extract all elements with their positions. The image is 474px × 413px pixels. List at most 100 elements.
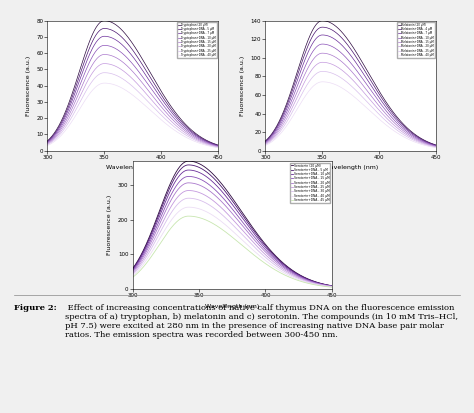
- Serotonin+DNA - 30 µM: [249, 242, 255, 247]
- Serotonin+DNA - 10 µM: [252, 233, 258, 237]
- Melatonin (20 µM): [407, 128, 413, 133]
- Serotonin (20 µM): [130, 265, 136, 270]
- Melatonin+DNA - 25 µM: [365, 100, 371, 105]
- Tryptophan+DNA - 15 µM: [200, 139, 205, 144]
- Tryptophan+DNA - 20 µM: [45, 142, 50, 147]
- Serotonin+DNA - 25 µM: [130, 271, 136, 275]
- Serotonin (20 µM): [329, 283, 335, 288]
- Tryptophan+DNA - 20 µM: [189, 135, 195, 140]
- Serotonin+DNA - 5 µM: [186, 162, 191, 167]
- Serotonin+DNA - 20 µM: [186, 180, 191, 185]
- Melatonin+DNA - 20 µM: [263, 142, 268, 147]
- Serotonin+DNA - 10 µM: [311, 279, 317, 284]
- Melatonin+DNA - 4 µM: [365, 73, 371, 78]
- Serotonin (20 µM): [186, 159, 191, 164]
- Line: Tryptophan+DNA - 5 µM: Tryptophan+DNA - 5 µM: [47, 28, 218, 145]
- Serotonin+DNA - 5 µM: [311, 279, 317, 284]
- Line: Tryptophan+DNA - 40 µM: Tryptophan+DNA - 40 µM: [47, 83, 218, 148]
- Melatonin+DNA - 10 µM: [319, 42, 325, 47]
- Tryptophan+DNA - 40 µM: [200, 142, 205, 147]
- Melatonin+DNA - 20 µM: [418, 140, 423, 145]
- Tryptophan+DNA - 15 µM: [45, 141, 50, 146]
- Serotonin+DNA - 30 µM: [130, 272, 136, 277]
- Melatonin+DNA - 4 µM: [364, 72, 370, 77]
- Line: Tryptophan (20 µM): Tryptophan (20 µM): [47, 21, 218, 145]
- Line: Serotonin+DNA - 15 µM: Serotonin+DNA - 15 µM: [133, 176, 332, 286]
- Melatonin+DNA - 25 µM: [418, 140, 423, 145]
- Melatonin+DNA - 4 µM: [368, 78, 374, 83]
- Line: Serotonin+DNA - 10 µM: Serotonin+DNA - 10 µM: [133, 170, 332, 286]
- Melatonin (20 µM): [263, 138, 269, 143]
- Melatonin+DNA - 40 µM: [319, 79, 325, 84]
- Tryptophan+DNA - 15 µM: [189, 133, 195, 138]
- X-axis label: Wavelength (nm): Wavelength (nm): [205, 304, 259, 309]
- Melatonin+DNA - 10 µM: [433, 144, 439, 149]
- Serotonin+DNA - 15 µM: [130, 268, 136, 273]
- Serotonin+DNA - 5 µM: [329, 283, 335, 288]
- Melatonin (20 µM): [365, 69, 371, 74]
- Melatonin+DNA - 25 µM: [319, 69, 325, 74]
- Serotonin+DNA - 45 µM: [130, 275, 136, 280]
- Melatonin+DNA - 15 µM: [364, 88, 370, 93]
- Tryptophan+DNA - 25 µM: [101, 70, 107, 75]
- Tryptophan (20 µM): [189, 128, 195, 133]
- Tryptophan+DNA - 10 µM: [189, 132, 195, 137]
- Tryptophan+DNA - 5 µM: [45, 138, 51, 143]
- Serotonin+DNA - 15 µM: [130, 268, 136, 273]
- Serotonin+DNA - 25 µM: [298, 276, 304, 281]
- Melatonin+DNA - 7 µM: [407, 130, 413, 135]
- Tryptophan+DNA - 5 µM: [189, 129, 195, 134]
- Melatonin+DNA - 15 µM: [368, 93, 374, 97]
- Serotonin+DNA - 5 µM: [130, 266, 136, 271]
- Serotonin+DNA - 45 µM: [311, 282, 317, 287]
- Legend: Melatonin (20 µM), Melatonin+DNA - 4 µM, Melatonin+DNA - 7 µM, Melatonin+DNA - 1: Melatonin (20 µM), Melatonin+DNA - 4 µM,…: [398, 22, 435, 58]
- Tryptophan+DNA - 20 µM: [147, 95, 153, 100]
- Tryptophan+DNA - 40 µM: [146, 107, 152, 112]
- Serotonin+DNA - 15 µM: [186, 174, 191, 179]
- Tryptophan (20 µM): [200, 136, 205, 141]
- Line: Melatonin+DNA - 10 µM: Melatonin+DNA - 10 µM: [265, 44, 436, 146]
- Tryptophan+DNA - 25 µM: [189, 136, 195, 141]
- Serotonin+DNA - 25 µM: [249, 238, 255, 243]
- Tryptophan+DNA - 10 µM: [45, 140, 50, 145]
- Serotonin+DNA - 30 µM: [186, 196, 191, 201]
- Tryptophan+DNA - 40 µM: [147, 107, 153, 112]
- Melatonin+DNA - 7 µM: [263, 139, 269, 144]
- Melatonin+DNA - 40 µM: [418, 142, 423, 147]
- Legend: Serotonin (20 µM), Serotonin+DNA - 5 µM, Serotonin+DNA - 10 µM, Serotonin+DNA - : Serotonin (20 µM), Serotonin+DNA - 5 µM,…: [290, 163, 330, 203]
- Melatonin+DNA - 4 µM: [418, 136, 423, 141]
- Serotonin (20 µM): [311, 279, 317, 284]
- Serotonin+DNA - 5 µM: [248, 225, 254, 230]
- Tryptophan+DNA - 7 µM: [147, 78, 153, 83]
- Serotonin+DNA - 10 µM: [248, 228, 254, 233]
- Melatonin+DNA - 7 µM: [319, 33, 325, 38]
- Tryptophan+DNA - 15 µM: [215, 144, 221, 149]
- Serotonin+DNA - 10 µM: [249, 228, 255, 233]
- Melatonin+DNA - 10 µM: [368, 87, 374, 92]
- Serotonin+DNA - 30 µM: [248, 242, 254, 247]
- Tryptophan+DNA - 7 µM: [45, 139, 51, 144]
- Tryptophan+DNA - 20 µM: [101, 61, 107, 66]
- Serotonin+DNA - 25 µM: [248, 237, 254, 242]
- Melatonin+DNA - 40 µM: [365, 106, 371, 111]
- Tryptophan+DNA - 20 µM: [150, 98, 155, 103]
- Serotonin+DNA - 10 µM: [298, 274, 304, 279]
- Melatonin+DNA - 20 µM: [319, 60, 325, 65]
- Melatonin+DNA - 25 µM: [263, 142, 268, 147]
- Melatonin+DNA - 40 µM: [263, 143, 268, 148]
- Serotonin+DNA - 20 µM: [249, 235, 255, 240]
- Serotonin+DNA - 40 µM: [311, 282, 317, 287]
- Tryptophan+DNA - 20 µM: [146, 95, 152, 100]
- Serotonin+DNA - 45 µM: [186, 214, 191, 218]
- Tryptophan+DNA - 5 µM: [200, 136, 205, 141]
- Tryptophan+DNA - 7 µM: [101, 34, 107, 39]
- Melatonin+DNA - 20 µM: [407, 134, 413, 139]
- Tryptophan+DNA - 20 µM: [200, 140, 205, 145]
- Tryptophan+DNA - 7 µM: [189, 130, 195, 135]
- Serotonin+DNA - 45 µM: [329, 285, 335, 290]
- Melatonin+DNA - 4 µM: [407, 129, 413, 134]
- Serotonin+DNA - 20 µM: [311, 280, 317, 285]
- Line: Tryptophan+DNA - 20 µM: Tryptophan+DNA - 20 µM: [47, 64, 218, 147]
- Melatonin+DNA - 15 µM: [418, 139, 423, 144]
- Tryptophan+DNA - 10 µM: [150, 88, 155, 93]
